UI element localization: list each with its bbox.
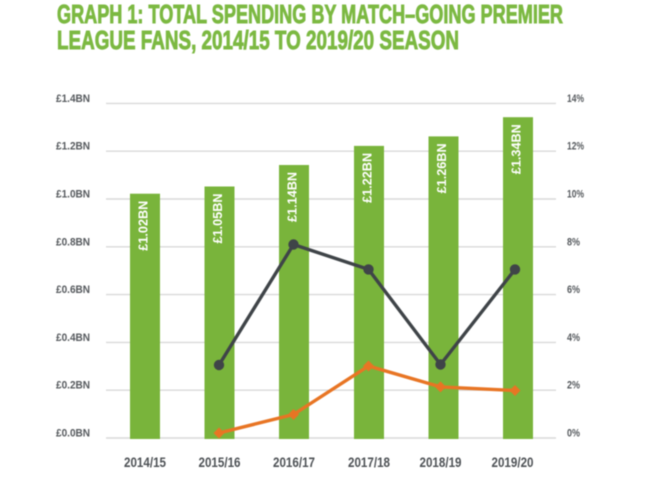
svg-text:8%: 8% — [567, 236, 580, 248]
svg-text:£0.6BN: £0.6BN — [56, 284, 90, 296]
svg-text:£1.0BN: £1.0BN — [56, 189, 90, 201]
svg-text:£1.34BN: £1.34BN — [509, 124, 524, 174]
svg-text:0%: 0% — [567, 428, 580, 440]
svg-text:2019/20: 2019/20 — [492, 454, 534, 470]
svg-text:£0.2BN: £0.2BN — [56, 380, 90, 392]
svg-text:£1.05BN: £1.05BN — [210, 194, 225, 244]
svg-text:6%: 6% — [567, 284, 580, 296]
svg-text:2018/19: 2018/19 — [420, 454, 462, 470]
svg-text:10%: 10% — [567, 189, 584, 201]
svg-text:LEAGUE FANS, 2014/15 TO 2019/2: LEAGUE FANS, 2014/15 TO 2019/20 SEASON — [57, 25, 459, 55]
svg-text:12%: 12% — [567, 141, 584, 153]
svg-text:£1.2BN: £1.2BN — [56, 141, 90, 153]
svg-text:£0.8BN: £0.8BN — [56, 236, 90, 248]
svg-text:2%: 2% — [567, 380, 580, 392]
svg-text:4%: 4% — [567, 332, 580, 344]
svg-text:£1.4BN: £1.4BN — [56, 93, 90, 105]
svg-text:2016/17: 2016/17 — [273, 454, 315, 470]
svg-text:2017/18: 2017/18 — [348, 454, 390, 470]
svg-text:£1.22BN: £1.22BN — [360, 153, 375, 203]
svg-text:£0.0BN: £0.0BN — [56, 428, 90, 440]
svg-text:£0.4BN: £0.4BN — [56, 332, 90, 344]
svg-text:2015/16: 2015/16 — [199, 454, 241, 470]
svg-text:2014/15: 2014/15 — [124, 454, 166, 470]
svg-text:GRAPH 1: TOTAL SPENDING BY MAT: GRAPH 1: TOTAL SPENDING BY MATCH–GOING P… — [57, 0, 563, 29]
svg-text:£1.02BN: £1.02BN — [136, 201, 151, 251]
svg-text:14%: 14% — [567, 93, 584, 105]
svg-text:£1.14BN: £1.14BN — [285, 172, 300, 222]
svg-text:£1.26BN: £1.26BN — [434, 143, 449, 193]
